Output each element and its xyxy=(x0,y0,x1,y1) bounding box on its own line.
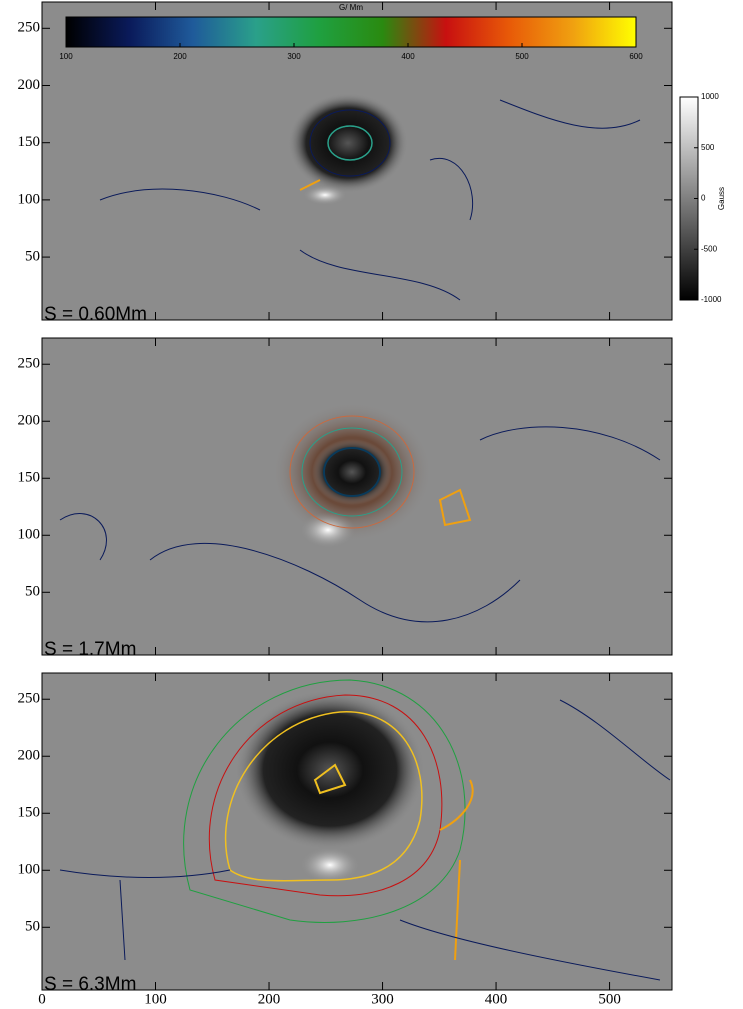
x-tick-label: 400 xyxy=(485,991,508,1007)
colorbar-tick-label: 100 xyxy=(59,52,73,61)
panel-label: S = 6.3Mm xyxy=(44,974,136,995)
colorbar-tick-label: -500 xyxy=(701,244,718,253)
colorbar-tick-label: 0 xyxy=(701,194,706,203)
y-tick-label: 250 xyxy=(18,691,41,707)
y-tick-label: 200 xyxy=(18,413,41,429)
x-tick-label: 100 xyxy=(144,991,167,1007)
y-tick-label: 100 xyxy=(18,862,41,878)
colorbar-tick-label: 500 xyxy=(701,143,715,152)
y-tick-label: 50 xyxy=(25,584,40,600)
magnetogram xyxy=(42,338,672,655)
colorbar-tick-label: -1000 xyxy=(701,295,722,304)
colorbar-tick-label: 1000 xyxy=(701,92,719,101)
axes: 50 100 150 200 250 S = 0.60Mm 50 100 150 200 250 S … xyxy=(18,1,726,1007)
y-tick-label: 200 xyxy=(18,748,41,764)
plot-frame xyxy=(41,337,673,656)
y-tick-label: 100 xyxy=(18,527,41,543)
magnetogram xyxy=(42,2,672,320)
colorbar-tick-label: 400 xyxy=(401,52,415,61)
x-tick-label: 200 xyxy=(258,991,281,1007)
y-tick-label: 150 xyxy=(18,470,41,486)
colorbar-tick-label: 500 xyxy=(515,52,529,61)
plot-frame xyxy=(41,1,673,321)
plot-frame xyxy=(41,672,673,991)
y-tick-label: 250 xyxy=(18,356,41,372)
colorbar-title: Gauss xyxy=(717,187,726,210)
colorbar-tick-label: 300 xyxy=(287,52,301,61)
y-tick-label: 50 xyxy=(25,249,40,265)
x-tick-label: 500 xyxy=(598,991,621,1007)
x-tick-label: 0 xyxy=(38,991,46,1007)
y-tick-label: 250 xyxy=(18,20,41,36)
y-tick-label: 150 xyxy=(18,134,41,150)
y-tick-label: 150 xyxy=(18,805,41,821)
x-tick-label: 300 xyxy=(371,991,394,1007)
panel-label: S = 0.60Mm xyxy=(44,304,147,325)
colorbar-tick-label: 200 xyxy=(173,52,187,61)
colorbar xyxy=(65,16,637,48)
y-tick-label: 50 xyxy=(25,919,40,935)
colorbar-title: G/ Mm xyxy=(339,3,363,12)
panel-label: S = 1.7Mm xyxy=(44,639,136,660)
colorbar-tick-label: 600 xyxy=(629,52,643,61)
y-tick-label: 200 xyxy=(18,77,41,93)
y-tick-label: 100 xyxy=(18,191,41,207)
magnetogram xyxy=(42,673,672,990)
